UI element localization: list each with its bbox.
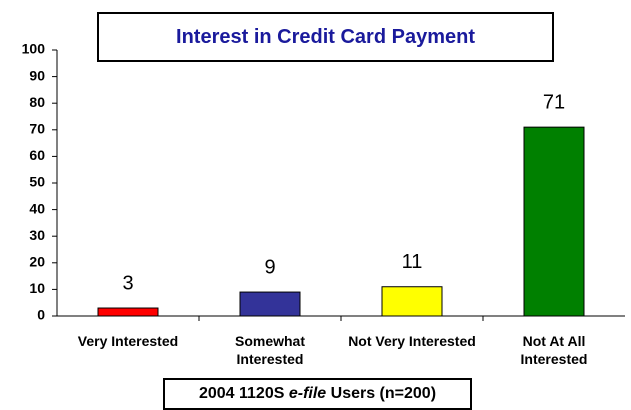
data-label: 11 — [402, 251, 423, 273]
y-tick-label: 80 — [29, 94, 45, 110]
x-label-part: Users (n=200) — [326, 385, 437, 402]
y-tick-label: 10 — [29, 280, 45, 296]
bar — [239, 291, 301, 317]
y-tick-label: 70 — [29, 121, 45, 137]
data-label: 3 — [122, 272, 133, 294]
x-tick-label: Very Interested — [77, 333, 179, 349]
x-tick-label: Not At All Interested — [520, 333, 588, 367]
x-label-part: 2004 1120S — [198, 385, 289, 402]
bar — [523, 126, 585, 317]
chart-title: Interest in Credit Card Payment — [97, 12, 554, 62]
x-axis-label: 2004 1120S e-file Users (n=200) — [163, 378, 472, 410]
y-tick-label: 90 — [29, 67, 45, 83]
data-label: 9 — [264, 256, 275, 278]
y-tick-label: 0 — [37, 307, 45, 323]
x-label-part: e-file — [288, 385, 327, 402]
y-tick-label: 40 — [29, 200, 45, 216]
y-tick-label: 60 — [29, 147, 45, 163]
y-tick-label: 20 — [29, 254, 45, 270]
y-tick-label: 30 — [29, 227, 45, 243]
x-tick-label: Not Very Interested — [348, 333, 476, 349]
y-tick-label: 50 — [29, 174, 45, 190]
y-tick-label: 100 — [22, 41, 46, 57]
x-tick-label: Somewhat Interested — [234, 333, 305, 367]
bar — [381, 286, 443, 317]
data-label: 71 — [543, 91, 565, 113]
bar — [97, 307, 159, 317]
